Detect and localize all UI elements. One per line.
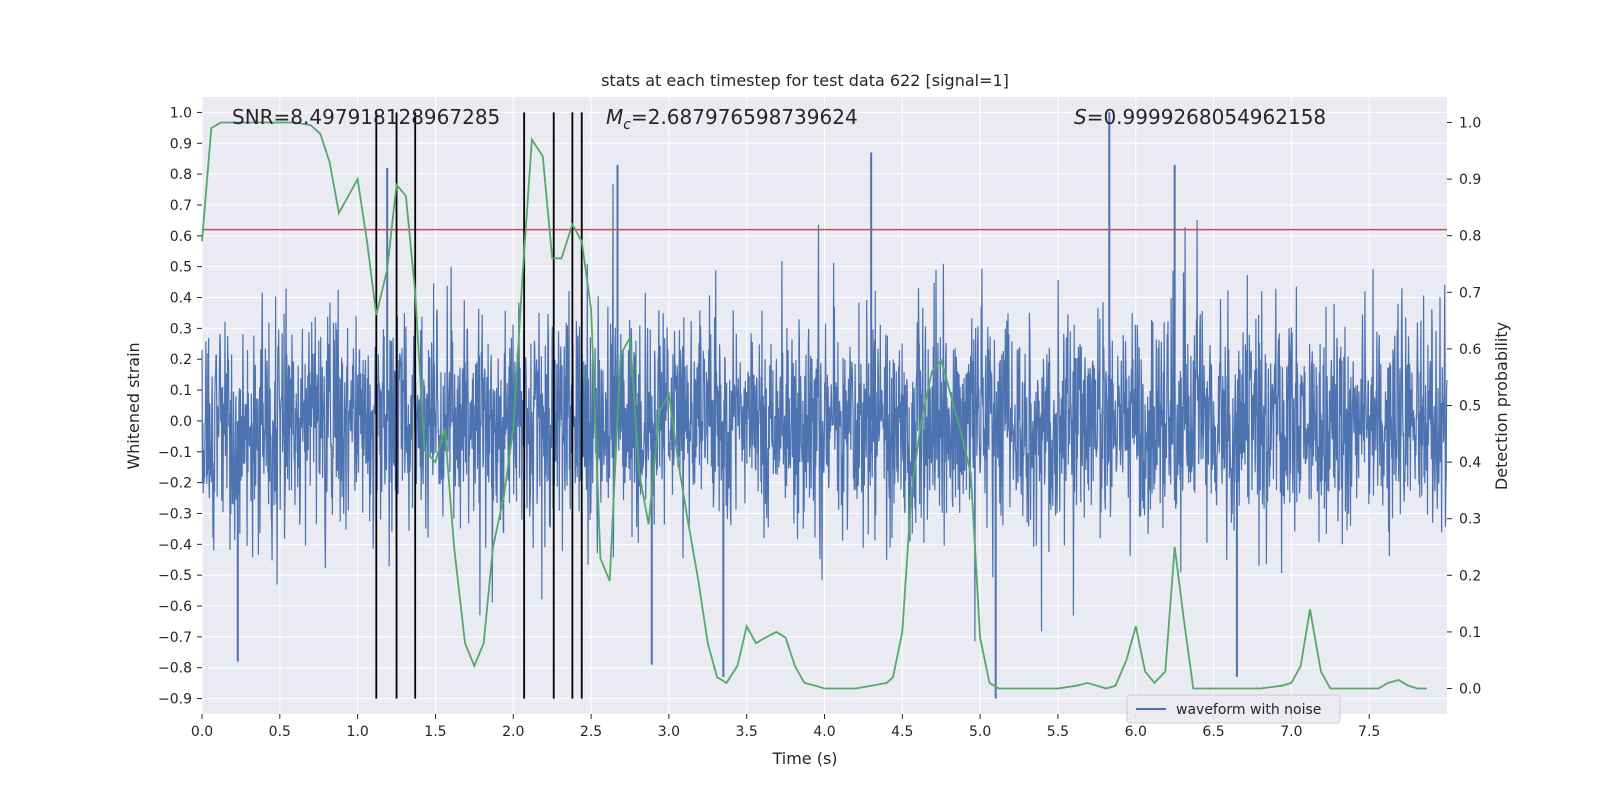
x-axis-title: Time (s) <box>771 749 837 768</box>
x-tick-label: 4.0 <box>813 724 835 740</box>
y2-tick-label: 0.3 <box>1459 512 1481 528</box>
y-tick-label: 0.0 <box>170 414 192 430</box>
x-tick-label: 6.0 <box>1125 724 1147 740</box>
y-tick-label: 0.5 <box>170 260 192 276</box>
y2-axis-ticks: 0.0 0.1 0.2 0.3 0.4 0.5 0.6 0.7 0.8 0.9 1.0 <box>1447 115 1481 698</box>
x-tick-label: 1.5 <box>424 724 446 740</box>
detection-probability-line <box>201 121 1427 690</box>
y2-tick-label: 0.2 <box>1459 568 1481 584</box>
y2-tick-label: 0.4 <box>1459 455 1481 471</box>
y2-tick-label: 0.1 <box>1459 625 1481 641</box>
x-axis-ticks: 0.0 0.5 1.0 1.5 2.0 2.5 3.0 3.5 4.0 4.5 5.0 5.5 6.0 6… <box>191 714 1380 740</box>
y-tick-label: −0.9 <box>158 692 192 708</box>
y-tick-label: −0.8 <box>158 661 192 677</box>
score-symbol: S <box>1074 105 1087 129</box>
detection-probability-series <box>201 121 1427 690</box>
waveform-series <box>201 112 1448 699</box>
y2-axis-title: Detection probability <box>1492 322 1511 490</box>
y-tick-label: 1.0 <box>170 105 192 121</box>
y2-tick-label: 0.6 <box>1459 342 1481 358</box>
chirp-mass-subscript: c <box>623 117 631 133</box>
y2-tick-label: 1.0 <box>1459 115 1481 131</box>
y-tick-label: 0.9 <box>170 136 192 152</box>
y2-tick-label: 0.5 <box>1459 399 1481 415</box>
y-tick-label: −0.4 <box>158 537 192 553</box>
y-tick-label: 0.7 <box>170 198 192 214</box>
y-tick-label: −0.5 <box>158 568 192 584</box>
x-tick-label: 2.0 <box>502 724 524 740</box>
y2-tick-label: 0.0 <box>1459 682 1481 698</box>
y2-tick-label: 0.7 <box>1459 285 1481 301</box>
x-tick-label: 7.0 <box>1280 724 1302 740</box>
waveform-line <box>201 184 1448 642</box>
y2-tick-label: 0.8 <box>1459 229 1481 245</box>
legend-label-waveform: waveform with noise <box>1176 702 1321 718</box>
legend: waveform with noise <box>1126 694 1341 724</box>
x-tick-label: 6.5 <box>1202 724 1224 740</box>
y-tick-label: 0.4 <box>170 291 192 307</box>
y-tick-label: 0.2 <box>170 352 192 368</box>
snr-annotation: SNR=8.497918128967285 <box>232 105 500 129</box>
y-tick-label: 0.3 <box>170 321 192 337</box>
chirp-mass-annotation: Mc=2.687976598739624 <box>606 105 858 133</box>
overlay-lines <box>202 112 1447 699</box>
x-tick-label: 4.5 <box>891 724 913 740</box>
x-tick-label: 2.5 <box>580 724 602 740</box>
x-tick-label: 1.0 <box>346 724 368 740</box>
x-tick-label: 0.0 <box>191 724 213 740</box>
x-tick-label: 5.0 <box>969 724 991 740</box>
score-value: =0.9999268054962158 <box>1087 105 1326 129</box>
y-tick-label: −0.6 <box>158 599 192 615</box>
y-axis-ticks: −0.9 −0.8 −0.7 −0.6 −0.5 −0.4 −0.3 −0.2 −0.1 0.0 0… <box>158 105 202 708</box>
x-tick-label: 3.5 <box>736 724 758 740</box>
x-tick-label: 3.0 <box>658 724 680 740</box>
x-tick-label: 7.5 <box>1358 724 1380 740</box>
y-tick-label: −0.7 <box>158 630 192 646</box>
y2-tick-label: 0.9 <box>1459 172 1481 188</box>
x-tick-label: 0.5 <box>269 724 291 740</box>
y-tick-label: −0.3 <box>158 506 192 522</box>
x-tick-label: 5.5 <box>1047 724 1069 740</box>
y-axis-title: Whitened strain <box>124 342 143 469</box>
y-tick-label: 0.8 <box>170 167 192 183</box>
y-tick-label: −0.2 <box>158 476 192 492</box>
chart-title: stats at each timestep for test data 622… <box>601 71 1009 90</box>
legend-box <box>1126 694 1341 724</box>
y-tick-label: 0.6 <box>170 229 192 245</box>
y-tick-label: −0.1 <box>158 445 192 461</box>
chirp-mass-symbol: M <box>606 105 623 129</box>
score-annotation: S=0.9999268054962158 <box>1074 105 1326 129</box>
y-tick-label: 0.1 <box>170 383 192 399</box>
chirp-mass-value: =2.687976598739624 <box>631 105 858 129</box>
